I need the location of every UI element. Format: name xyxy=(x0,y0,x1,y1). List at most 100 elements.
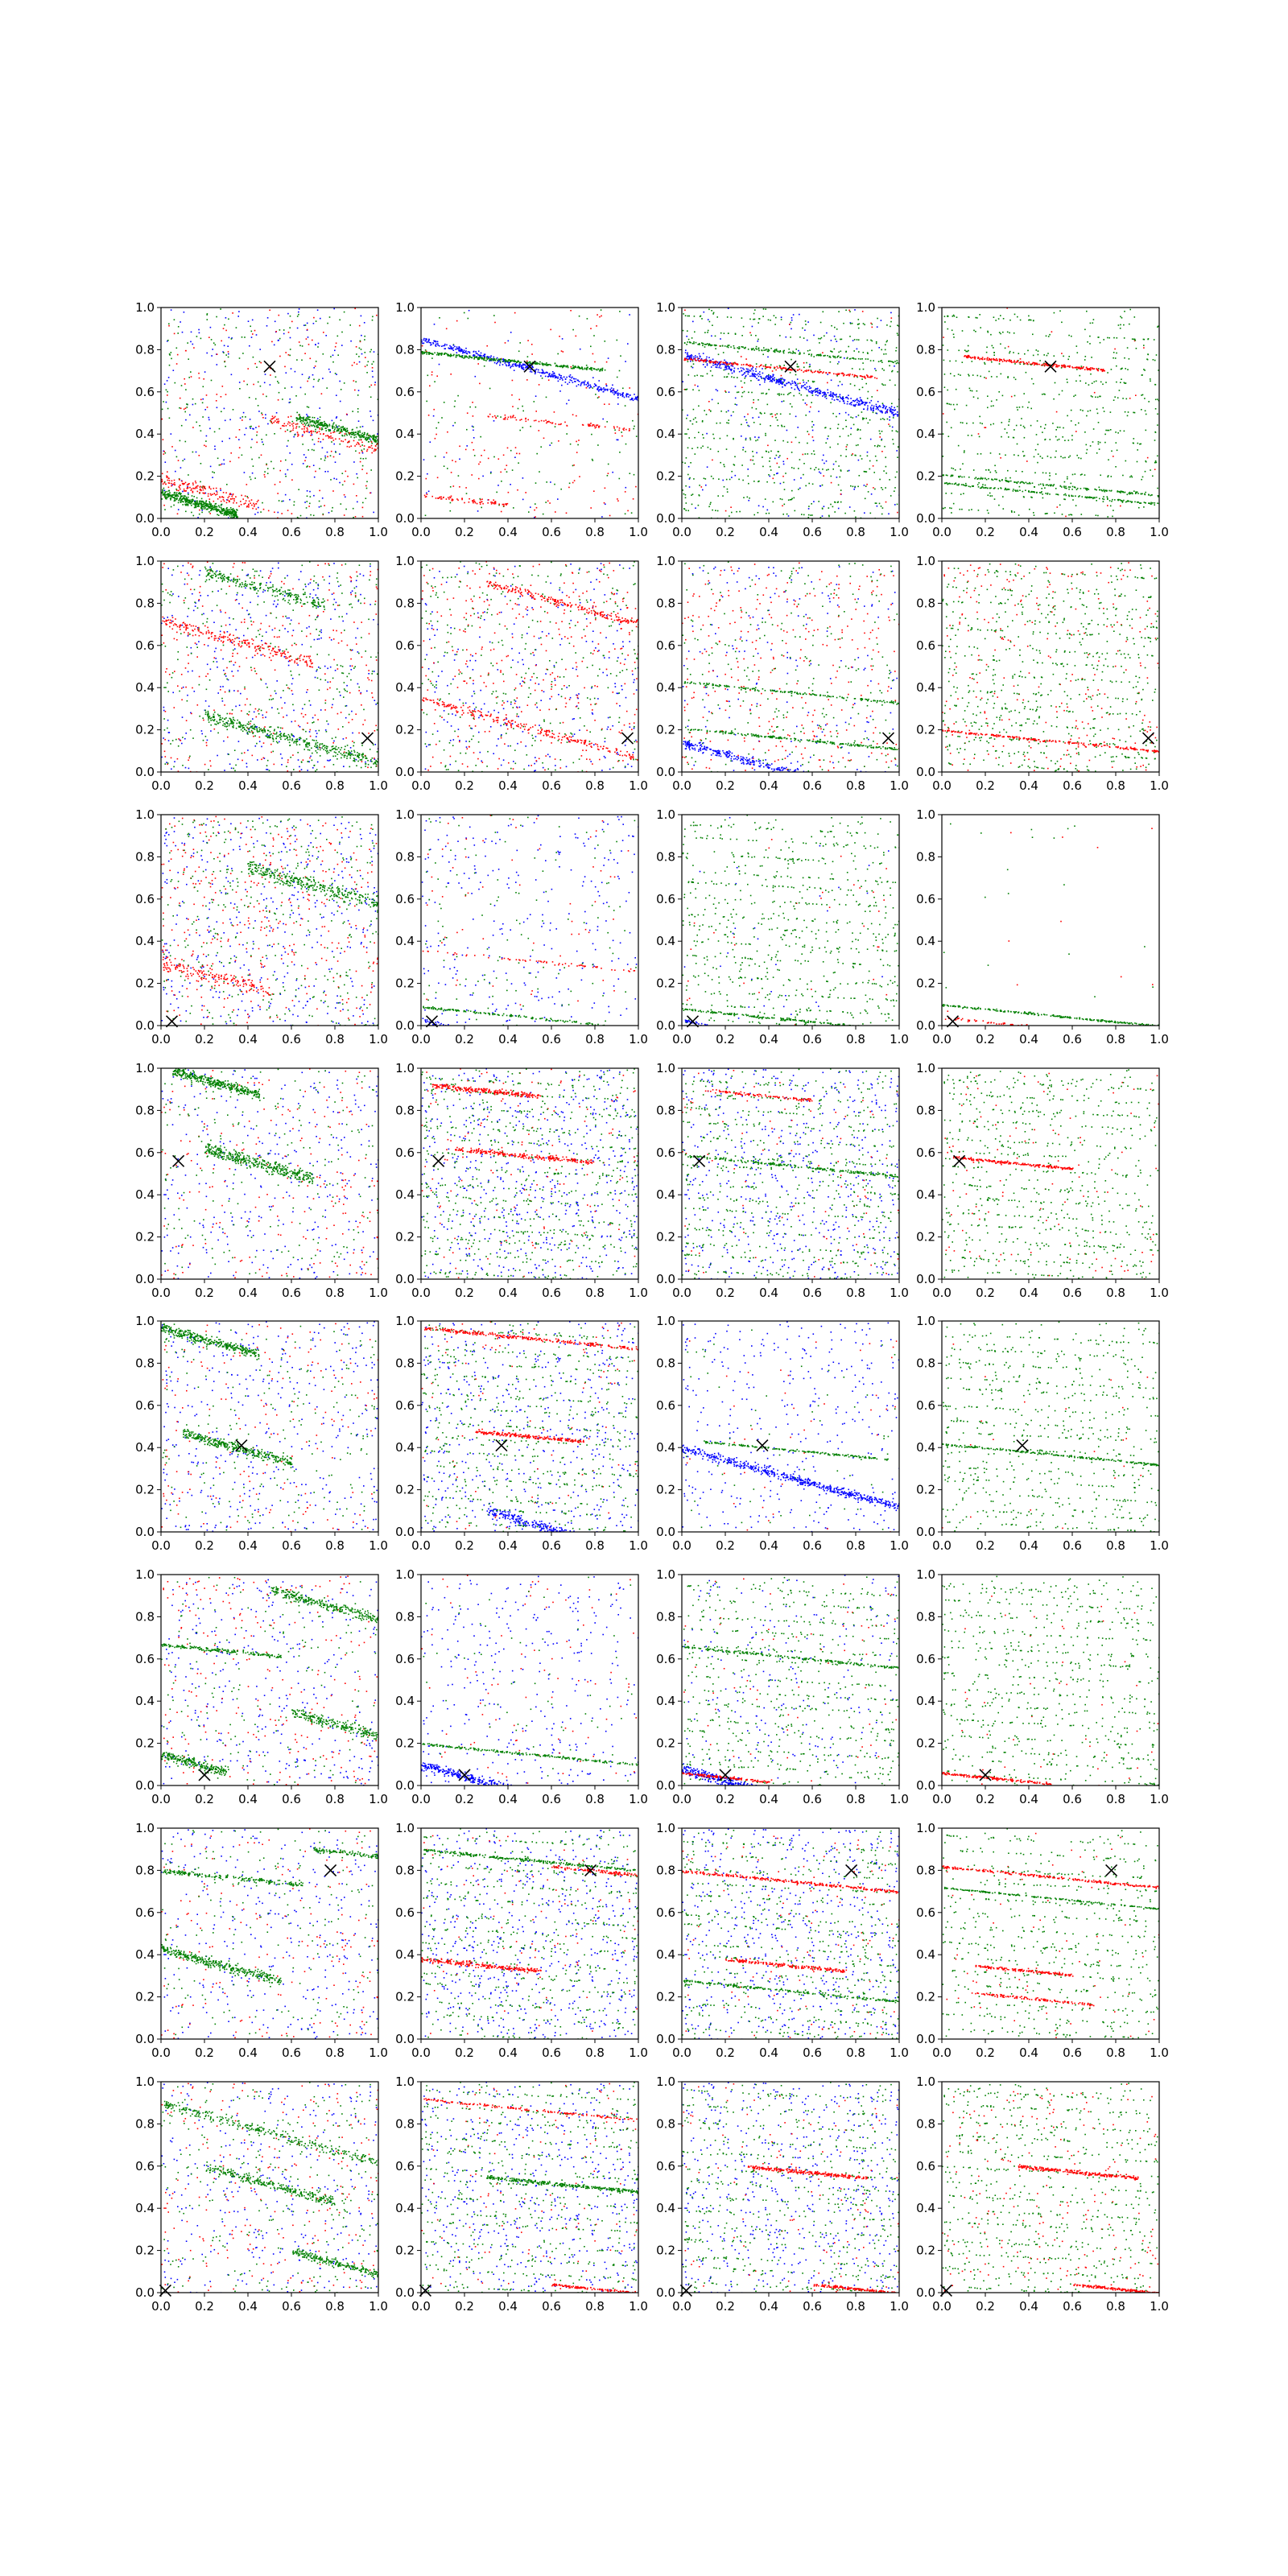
scatter-point xyxy=(704,410,705,411)
scatter-point xyxy=(779,378,782,379)
scatter-point xyxy=(456,498,458,500)
scatter-point xyxy=(789,402,791,405)
scatter-point xyxy=(823,454,824,456)
scatter-point xyxy=(701,421,704,423)
scatter-point xyxy=(473,356,475,357)
scatter-point xyxy=(303,418,304,420)
scatter-point xyxy=(773,374,774,376)
scatter-point xyxy=(1121,378,1122,380)
scatter-point xyxy=(373,436,375,438)
scatter-point xyxy=(727,345,729,346)
scatter-point xyxy=(423,459,425,460)
scatter-point xyxy=(162,439,164,440)
scatter-point xyxy=(779,413,782,415)
scatter-point xyxy=(686,388,688,390)
scatter-point xyxy=(188,493,189,496)
scatter-point xyxy=(202,386,204,388)
scatter-point xyxy=(823,475,824,477)
scatter-point xyxy=(480,499,481,501)
scatter-point xyxy=(331,441,332,443)
scatter-point xyxy=(284,473,287,475)
scatter-point xyxy=(558,374,560,375)
scatter-point xyxy=(688,437,690,439)
scatter-point xyxy=(487,457,489,460)
scatter-point xyxy=(249,345,250,347)
scatter-point xyxy=(881,360,882,361)
scatter-point xyxy=(706,373,708,375)
scatter-point xyxy=(786,382,788,385)
scatter-point xyxy=(294,370,296,373)
scatter-point xyxy=(247,320,250,322)
scatter-point xyxy=(223,345,225,347)
scatter-point xyxy=(529,362,531,365)
scatter-point xyxy=(315,470,316,473)
scatter-point xyxy=(572,464,574,467)
scatter-point xyxy=(597,424,599,426)
scatter-point xyxy=(793,394,795,397)
scatter-point xyxy=(370,384,373,386)
scatter-point xyxy=(807,350,809,352)
scatter-point xyxy=(456,352,458,353)
scatter-point xyxy=(366,364,368,366)
scatter-point xyxy=(604,403,605,405)
scatter-point xyxy=(850,403,852,406)
scatter-point xyxy=(790,382,792,385)
scatter-point xyxy=(484,353,486,355)
scatter-point xyxy=(889,425,891,427)
scatter-point xyxy=(256,501,258,503)
scatter-point xyxy=(511,394,513,396)
scatter-point xyxy=(737,351,739,353)
scatter-point xyxy=(202,504,204,506)
scatter-point xyxy=(494,502,497,505)
scatter-point xyxy=(598,390,600,392)
scatter-point xyxy=(845,309,847,312)
scatter-point xyxy=(708,361,711,363)
scatter-point xyxy=(211,507,213,510)
scatter-point xyxy=(828,394,831,397)
scatter-point xyxy=(517,407,519,410)
scatter-point xyxy=(452,354,454,357)
scatter-point xyxy=(942,345,944,346)
scatter-point xyxy=(535,371,536,374)
scatter-point xyxy=(482,359,485,361)
scatter-point xyxy=(749,332,751,334)
scatter-point xyxy=(752,417,753,419)
scatter-point xyxy=(238,382,241,383)
scatter-point xyxy=(610,387,613,389)
scatter-point xyxy=(632,399,634,402)
scatter-point xyxy=(883,353,885,355)
scatter-point xyxy=(482,502,484,505)
scatter-point xyxy=(799,353,800,355)
scatter-point xyxy=(835,460,837,463)
scatter-point xyxy=(605,383,607,385)
scatter-point xyxy=(698,494,700,497)
scatter-point xyxy=(174,482,175,484)
scatter-point xyxy=(283,423,286,425)
scatter-point xyxy=(721,363,723,365)
scatter-point xyxy=(863,418,865,419)
scatter-point xyxy=(618,429,620,431)
scatter-point xyxy=(574,365,576,367)
scatter-point xyxy=(748,391,749,394)
scatter-point xyxy=(864,512,865,514)
scatter-point xyxy=(580,383,582,385)
scatter-point xyxy=(428,338,430,341)
scatter-point xyxy=(888,361,890,362)
scatter-point xyxy=(727,346,729,349)
scatter-point xyxy=(473,354,474,357)
scatter-point xyxy=(194,402,196,405)
scatter-point xyxy=(871,340,873,342)
scatter-point xyxy=(691,493,694,495)
scatter-point xyxy=(747,469,749,470)
scatter-point xyxy=(166,475,167,477)
scatter-point xyxy=(850,416,852,419)
scatter-point xyxy=(304,324,307,326)
scatter-point xyxy=(197,517,199,518)
scatter-point xyxy=(228,353,229,355)
scatter-point xyxy=(833,373,835,375)
scatter-point xyxy=(781,383,782,385)
scatter-point xyxy=(1069,455,1071,457)
scatter-point xyxy=(546,481,547,483)
scatter-point xyxy=(745,374,747,377)
scatter-point xyxy=(522,405,523,407)
